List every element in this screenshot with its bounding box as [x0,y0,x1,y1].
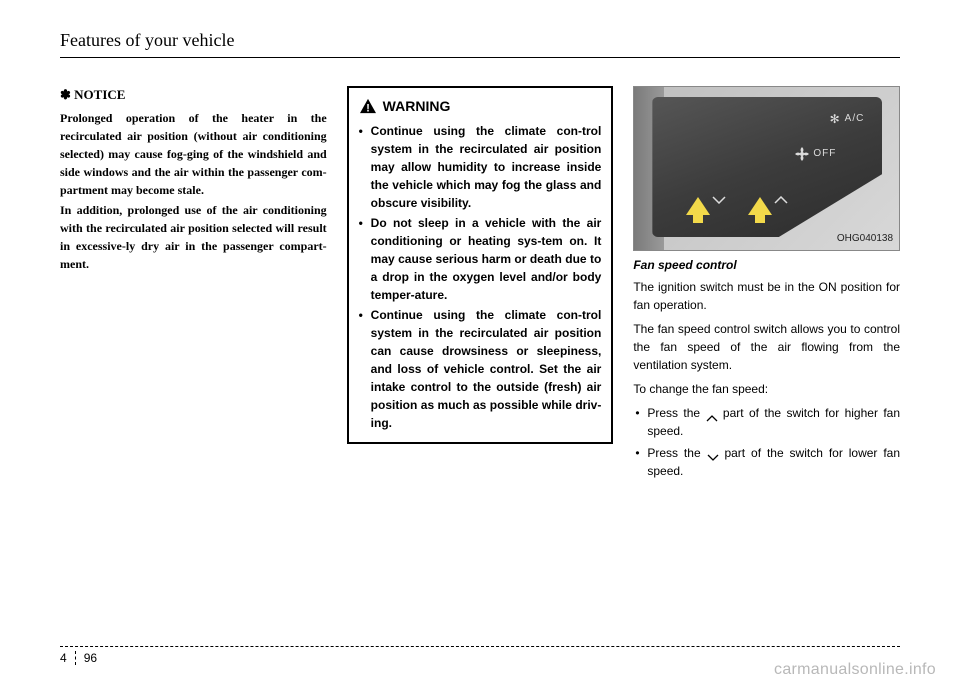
fan-icon [795,147,809,161]
fan-item-down: Press the part of the switch for lower f… [633,444,900,480]
notice-marker: ✽ [60,87,71,102]
page: Features of your vehicle ✽ NOTICE Prolon… [0,0,960,689]
ac-text: A/C [845,112,865,127]
warning-title: WARNING [383,96,451,116]
svg-text:!: ! [366,102,370,114]
chevron-up-icon [706,409,718,419]
warning-list: Continue using the climate con-trol syst… [359,122,602,432]
column-middle: ! WARNING Continue using the climate con… [347,86,614,484]
notice-p2: In addition, prolonged use of the air co… [60,201,327,273]
footer-divider [75,651,76,665]
notice-label: ✽ NOTICE [60,86,327,105]
chevron-down-icon [707,449,719,459]
fan-p3: To change the fan speed: [633,380,900,398]
column-left: ✽ NOTICE Prolonged operation of the heat… [60,86,327,484]
notice-word: NOTICE [74,87,125,102]
fan-p1: The ignition switch must be in the ON po… [633,278,900,314]
fan-item-pre: Press the [647,446,706,460]
fan-p2: The fan speed control switch allows you … [633,320,900,374]
warning-box: ! WARNING Continue using the climate con… [347,86,614,444]
panel-chevron-up-icon [774,189,788,209]
panel-chevron-down-icon [712,189,726,209]
warning-triangle-icon: ! [359,98,377,114]
figure-code: OHG040138 [837,232,893,247]
page-header: Features of your vehicle [60,30,900,58]
warning-item: Continue using the climate con-trol syst… [359,122,602,212]
chapter-number: 4 [60,651,67,665]
header-title: Features of your vehicle [60,30,234,50]
callout-arrow-stem [693,213,703,223]
off-text: OFF [813,147,836,162]
warning-item: Continue using the climate con-trol syst… [359,306,602,432]
ac-button-label: ✻ A/C [830,111,865,128]
content-columns: ✽ NOTICE Prolonged operation of the heat… [60,86,900,484]
watermark: carmanualsonline.info [774,661,936,679]
callout-arrow-stem [755,213,765,223]
snowflake-icon: ✻ [830,111,841,128]
figure-fan-control: ✻ A/C OFF [633,86,900,251]
warning-title-row: ! WARNING [359,96,602,116]
fan-item-up: Press the part of the switch for higher … [633,404,900,440]
fan-heading: Fan speed control [633,257,900,274]
off-button-label: OFF [795,147,836,162]
page-number: 96 [84,651,97,665]
control-panel: ✻ A/C OFF [652,97,882,237]
fan-item-pre: Press the [647,406,705,420]
column-right: ✻ A/C OFF [633,86,900,484]
notice-text: Prolonged operation of the heater in the… [60,109,327,273]
warning-item: Do not sleep in a vehicle with the air c… [359,214,602,304]
notice-p1: Prolonged operation of the heater in the… [60,109,327,199]
fan-list: Press the part of the switch for higher … [633,404,900,480]
